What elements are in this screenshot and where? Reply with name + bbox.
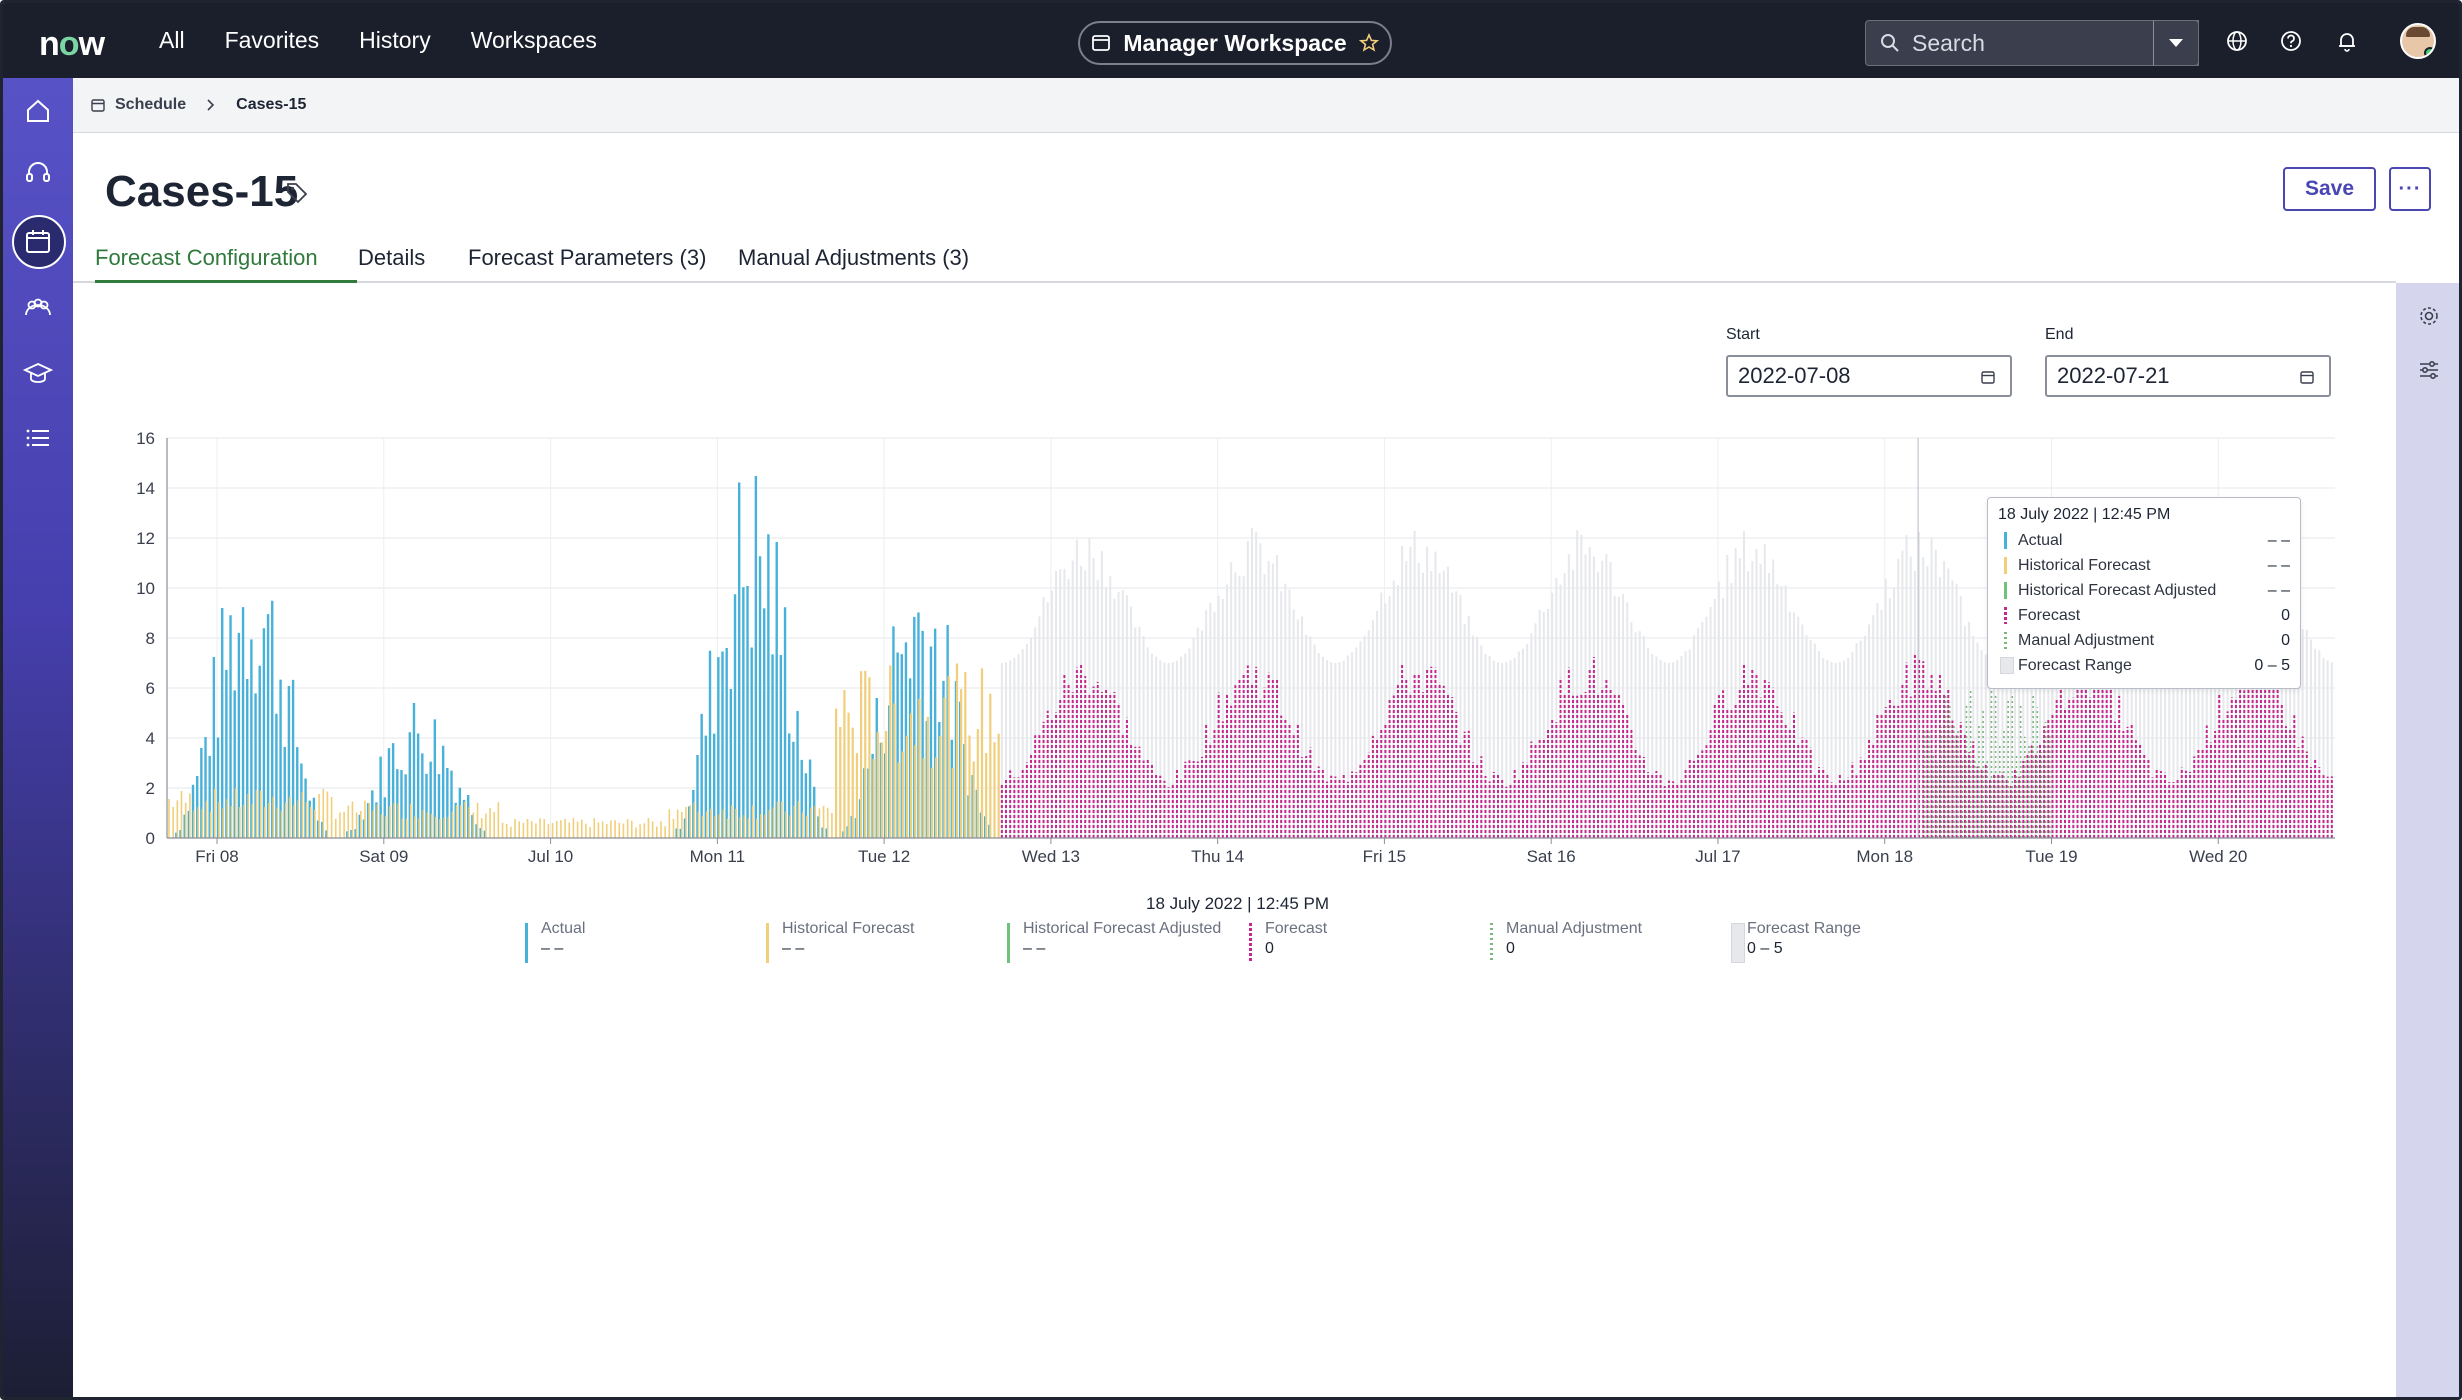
globe-icon[interactable] (2225, 29, 2249, 53)
x-tick-label: Fri 08 (195, 847, 238, 866)
search-icon (1881, 34, 1899, 52)
x-tick-label: Thu 14 (1191, 847, 1244, 866)
tab-forecast-parameters[interactable]: Forecast Parameters (3) (468, 245, 707, 270)
headset-icon[interactable] (23, 158, 53, 188)
team-icon[interactable] (23, 293, 53, 323)
workspace-pill[interactable]: Manager Workspace (1078, 21, 1392, 65)
legend-item-historical-forecast-adjusted[interactable]: Historical Forecast Adjusted – – (1007, 920, 1237, 964)
list-icon[interactable] (23, 423, 53, 453)
legend-item-historical-forecast[interactable]: Historical Forecast – – (766, 920, 996, 964)
x-tick-label: Tue 19 (2025, 847, 2077, 866)
left-rail (3, 78, 73, 1397)
tab-forecast-configuration[interactable]: Forecast Configuration (95, 245, 357, 283)
bell-icon[interactable] (2335, 29, 2359, 53)
tooltip-row-forecast-range: Forecast Range 0 – 5 (1998, 653, 2290, 678)
save-button[interactable]: Save (2283, 167, 2376, 211)
legend-item-actual[interactable]: Actual – – (525, 920, 755, 964)
tab-manual-adjustments[interactable]: Manual Adjustments (3) (738, 245, 970, 270)
calendar-icon[interactable] (23, 227, 53, 257)
x-tick-label: Wed 20 (2189, 847, 2247, 866)
search-input[interactable]: Search (1865, 20, 2199, 66)
breadcrumb: Schedule Cases-15 (73, 78, 2459, 133)
tooltip-row-manual-adjustment: Manual Adjustment 0 (1998, 628, 2290, 653)
tooltip-row-historical-forecast-adjusted: Historical Forecast Adjusted – – (1998, 578, 2290, 603)
y-tick-label: 2 (146, 779, 155, 798)
online-status-dot (2424, 47, 2434, 57)
y-tick-label: 14 (136, 479, 155, 498)
y-tick-label: 10 (136, 579, 155, 598)
gear-icon[interactable] (2418, 305, 2440, 327)
y-tick-label: 16 (136, 429, 155, 448)
x-tick-label: Sat 16 (1527, 847, 1576, 866)
end-date-value: 2022-07-21 (2057, 363, 2170, 388)
end-label: End (2045, 326, 2074, 343)
x-tick-label: Wed 13 (1022, 847, 1080, 866)
chart-tooltip: 18 July 2022 | 12:45 PM Actual – – Histor… (1987, 497, 2301, 689)
y-tick-label: 4 (146, 729, 155, 748)
nav-history[interactable]: History (359, 27, 431, 53)
x-tick-label: Mon 11 (690, 847, 745, 866)
end-date-field[interactable]: 2022-07-21 (2045, 355, 2331, 397)
y-tick-label: 0 (146, 829, 155, 848)
window-icon (1092, 35, 1111, 51)
x-tick-label: Fri 15 (1363, 847, 1406, 866)
x-tick-label: Tue 12 (858, 847, 910, 866)
tab-bar: Forecast Configuration Details Forecast … (73, 237, 2396, 283)
tooltip-row-forecast: Forecast 0 (1998, 603, 2290, 628)
legend-item-forecast[interactable]: Forecast 0 (1249, 920, 1479, 964)
home-icon[interactable] (23, 96, 53, 126)
chevron-right-icon (207, 99, 215, 111)
rail-active-indicator (12, 215, 66, 269)
workspace-title: Manager Workspace (1123, 29, 1347, 56)
start-date-field[interactable]: 2022-07-08 (1726, 355, 2012, 397)
y-tick-label: 12 (136, 529, 155, 548)
calendar-picker-icon[interactable] (1980, 369, 1996, 385)
help-icon[interactable] (2279, 29, 2303, 53)
page-title: Cases-15 (105, 167, 299, 216)
legend-item-forecast-range[interactable]: Forecast Range 0 – 5 (1731, 920, 1961, 964)
nav-favorites[interactable]: Favorites (224, 27, 320, 53)
tooltip-row-historical-forecast: Historical Forecast – – (1998, 553, 2290, 578)
x-tick-label: Mon 18 (1856, 847, 1913, 866)
star-icon[interactable] (1358, 33, 1379, 53)
legend-item-manual-adjustment[interactable]: Manual Adjustment 0 (1490, 920, 1720, 964)
y-tick-label: 6 (146, 679, 155, 698)
now-logo[interactable]: now (39, 25, 105, 63)
x-tick-label: Sat 09 (359, 847, 408, 866)
tab-details[interactable]: Details (358, 245, 426, 270)
filter-sliders-icon[interactable] (2418, 359, 2440, 381)
y-tick-label: 8 (146, 629, 155, 648)
graduation-cap-icon[interactable] (23, 358, 53, 388)
start-label: Start (1726, 326, 1760, 343)
user-avatar[interactable] (2400, 23, 2436, 59)
breadcrumb-schedule[interactable]: Schedule (115, 96, 187, 113)
search-scope-dropdown[interactable] (2153, 20, 2199, 66)
start-date-value: 2022-07-08 (1738, 363, 1851, 388)
forecast-chart[interactable]: 0 2 4 6 8 10 12 14 16 Fri 08 Sat 09 Jul 10 Mon 11 Tue… (123, 423, 2343, 873)
nav-workspaces[interactable]: Workspaces (470, 27, 597, 53)
legend-title: 18 July 2022 | 12:45 PM (1146, 894, 1330, 913)
breadcrumb-current: Cases-15 (236, 96, 307, 113)
top-nav: now All Favorites History Workspaces Man… (3, 3, 2459, 78)
calendar-small-icon (91, 99, 105, 112)
x-tick-label: Jul 17 (1695, 847, 1740, 866)
tooltip-title: 18 July 2022 | 12:45 PM (1998, 506, 2171, 523)
x-tick-label: Jul 10 (528, 847, 573, 866)
search-placeholder: Search (1912, 29, 1985, 56)
nav-menu: All Favorites History Workspaces (159, 27, 597, 54)
more-actions-button[interactable]: ··· (2389, 167, 2431, 211)
nav-all[interactable]: All (159, 27, 185, 53)
calendar-picker-icon[interactable] (2299, 369, 2315, 385)
tooltip-row-actual: Actual – – (1998, 528, 2290, 553)
right-rail (2396, 283, 2459, 1397)
tag-icon[interactable] (285, 181, 309, 205)
caret-down-icon (2169, 39, 2183, 47)
